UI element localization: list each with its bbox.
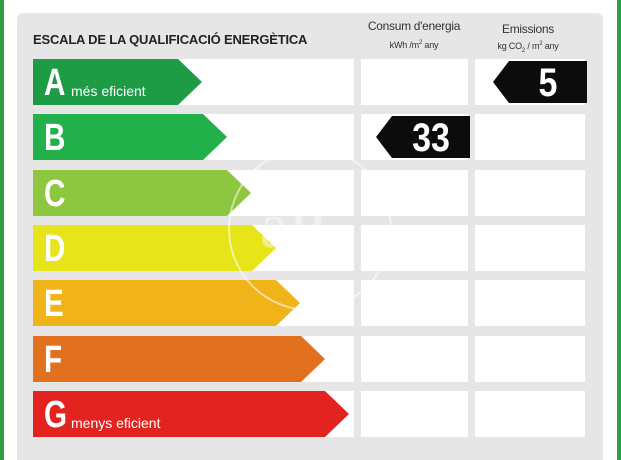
- grade-arrow-e: E: [33, 280, 300, 326]
- scale-title: ESCALA DE LA QUALIFICACIÓ ENERGÈTICA: [33, 32, 308, 47]
- emissions-cell: [475, 280, 585, 326]
- consumption-cell: [361, 170, 468, 216]
- grade-letter: B: [44, 117, 66, 159]
- consumption-cell: [361, 391, 468, 437]
- grade-row-f: F: [0, 336, 621, 382]
- emissions-cell: [475, 170, 585, 216]
- grade-sublabel: més eficient: [71, 83, 146, 99]
- emissions-cell: [475, 336, 585, 382]
- consumption-cell: [361, 225, 468, 271]
- emissions-rating-value: 5: [538, 61, 558, 105]
- emissions-rating-tag: 5: [493, 61, 587, 105]
- grade-letter: A: [44, 62, 66, 104]
- emissions-cell: [475, 114, 585, 160]
- grade-arrow-c: C: [33, 170, 251, 216]
- consumption-label: Consum d'energia: [367, 19, 461, 33]
- grade-row-b: B 33: [0, 114, 621, 160]
- consumption-rating-tag: 33: [376, 116, 470, 160]
- consumption-cell: [361, 336, 468, 382]
- grade-arrow-d: D: [33, 225, 276, 271]
- grade-arrow-b: B: [33, 114, 227, 160]
- grade-letter: C: [44, 173, 66, 215]
- consumption-header: Consum d'energia kWh /m2 any: [358, 19, 470, 51]
- consumption-rating-value: 33: [412, 116, 450, 160]
- emissions-cell: [475, 225, 585, 271]
- grade-letter: G: [44, 394, 68, 436]
- grade-row-d: D: [0, 225, 621, 271]
- grade-sublabel: menys eficient: [71, 415, 161, 431]
- grade-row-c: C: [0, 170, 621, 216]
- consumption-unit: kWh /m2 any: [389, 40, 439, 50]
- consumption-cell: [361, 59, 468, 105]
- grade-letter: E: [44, 283, 64, 325]
- emissions-header: Emissions kg CO2 / m2 any: [472, 22, 584, 57]
- grade-letter: D: [44, 228, 66, 270]
- emissions-cell: [475, 391, 585, 437]
- emissions-unit: kg CO2 / m2 any: [497, 41, 559, 54]
- emissions-label: Emissions: [502, 22, 554, 36]
- consumption-cell: [361, 280, 468, 326]
- grade-letter: F: [44, 339, 63, 381]
- grade-arrow-f: F: [33, 336, 325, 382]
- grade-row-e: E: [0, 280, 621, 326]
